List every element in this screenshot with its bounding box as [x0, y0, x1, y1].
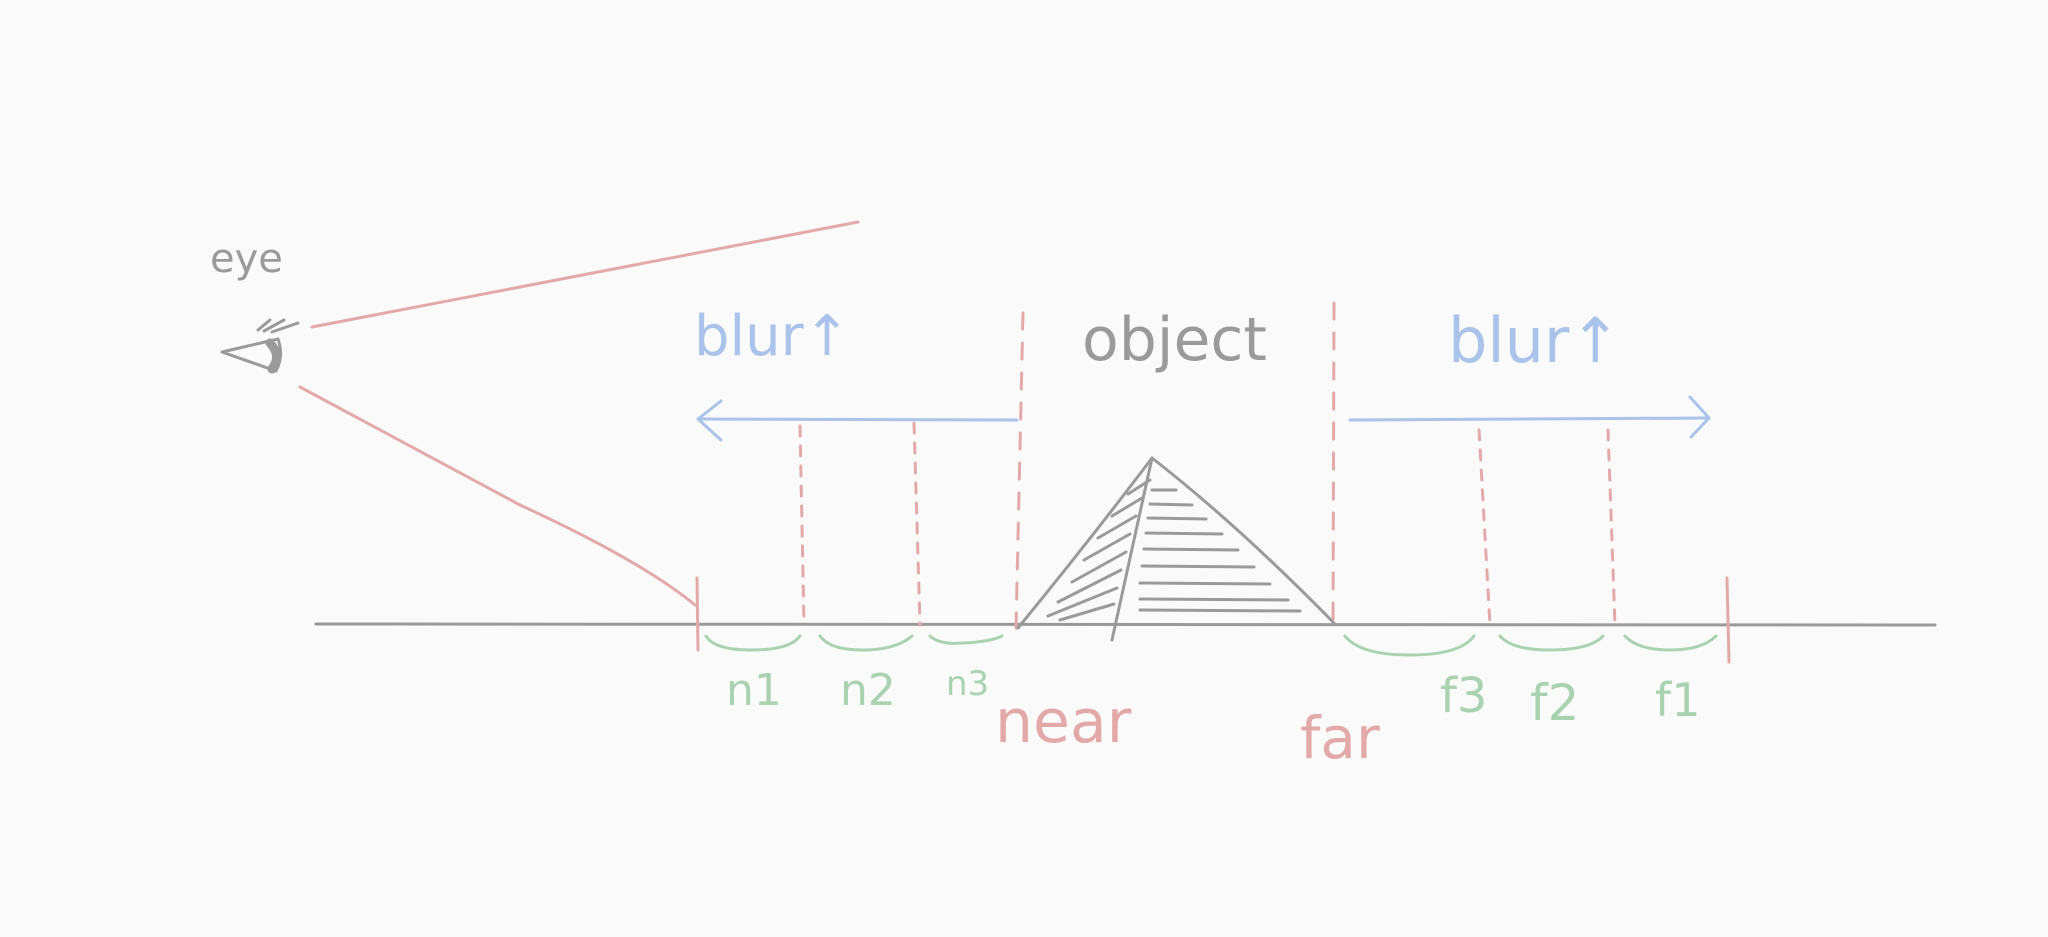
f1-label: f1: [1655, 673, 1700, 727]
f2-label: f2: [1530, 674, 1579, 732]
f3-f2-divider: [1477, 428, 1492, 627]
far-blur-label: blur↑: [1448, 304, 1621, 377]
n2-brace: [818, 634, 914, 652]
far-end-marker: [1725, 576, 1731, 664]
near-blur-arrow: [696, 399, 1019, 442]
far-blur-arrow: [1348, 395, 1711, 439]
n3-label: n3: [946, 664, 989, 704]
far-plane-line: [1331, 301, 1336, 632]
object-triangle: [1016, 456, 1336, 642]
n1-n2-divider: [798, 424, 806, 627]
f3-label: f3: [1440, 668, 1487, 724]
near-blur-label: blur↑: [694, 304, 851, 369]
n3-brace: [928, 634, 1004, 645]
near-plane-line: [1014, 311, 1025, 630]
eye-icon: [220, 318, 300, 374]
f2-brace: [1498, 634, 1605, 652]
eye-label: eye: [210, 236, 283, 282]
far-label: far: [1300, 704, 1380, 772]
n1-label: n1: [726, 665, 782, 716]
ground-line: [314, 622, 1937, 627]
view-line-bottom: [298, 385, 697, 607]
f3-brace: [1343, 634, 1476, 657]
f1-brace: [1623, 634, 1718, 652]
n1-brace: [704, 634, 802, 652]
near-start-marker: [695, 576, 700, 652]
n2-n3-divider: [912, 421, 922, 627]
object-label: object: [1082, 305, 1267, 375]
view-line-top: [310, 220, 860, 329]
n2-label: n2: [840, 665, 896, 716]
f2-f1-divider: [1606, 428, 1617, 627]
near-label: near: [995, 687, 1132, 757]
